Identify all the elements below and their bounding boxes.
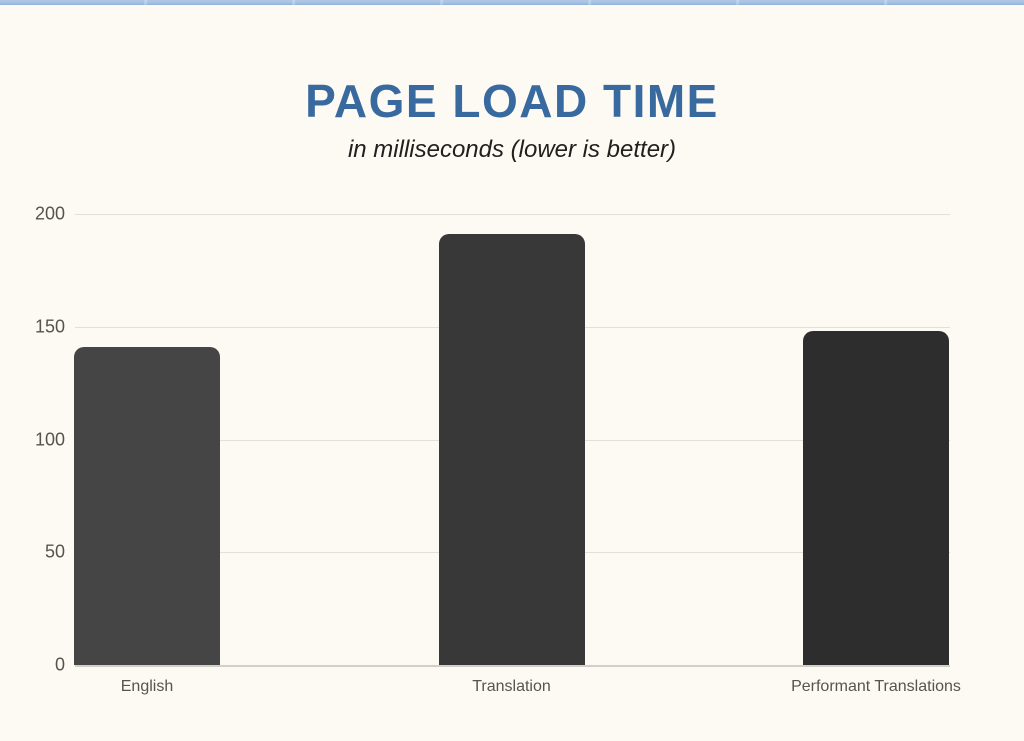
y-tick-label: 150 (34, 316, 65, 337)
y-tick-label: 100 (34, 429, 65, 449)
bar-performant-translations (803, 331, 949, 665)
top-window-strip (0, 0, 1024, 5)
chart-subtitle: in milliseconds (lower is better) (347, 136, 677, 163)
chart-title: PAGE LOAD TIME (305, 75, 719, 127)
x-axis-label: English (120, 678, 174, 695)
x-axis-label: Performant Translations (791, 678, 961, 695)
bar-translation (438, 234, 585, 665)
x-axis-baseline (75, 665, 950, 667)
bar-english (74, 347, 220, 665)
y-tick-label: 50 (44, 541, 65, 562)
gridline (75, 214, 950, 215)
y-tick-label: 0 (54, 654, 65, 675)
y-tick-label: 200 (34, 203, 65, 224)
x-axis-label: Translation (472, 678, 551, 695)
